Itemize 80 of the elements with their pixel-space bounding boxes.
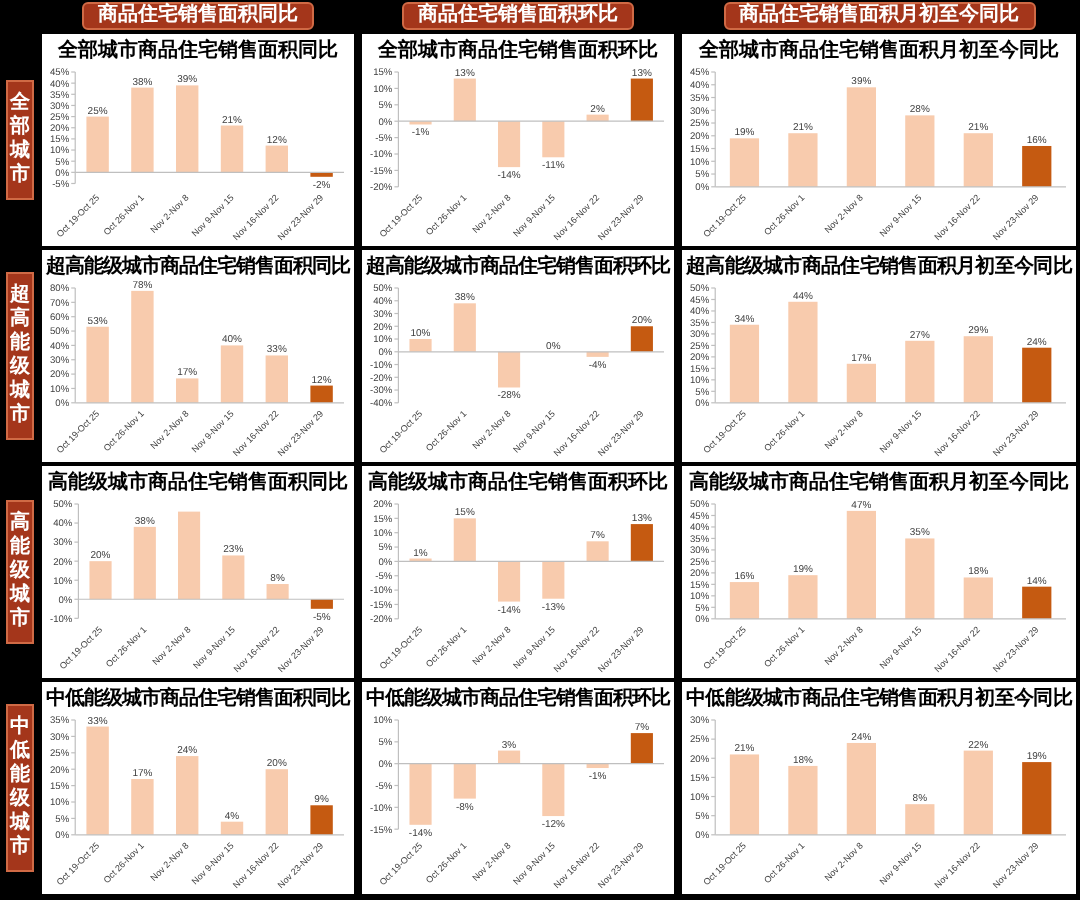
bar	[265, 769, 288, 835]
bar	[788, 133, 818, 187]
bar	[498, 750, 521, 764]
bar	[220, 125, 244, 173]
bar	[265, 145, 288, 173]
bar	[453, 518, 476, 562]
bar	[498, 561, 521, 602]
bar	[963, 133, 993, 187]
bar	[1022, 762, 1052, 835]
bar	[453, 78, 476, 122]
bar	[963, 336, 993, 403]
bar	[453, 763, 476, 799]
bar	[905, 115, 935, 187]
bar	[265, 355, 288, 403]
bar	[542, 561, 565, 599]
chart-title: 中低能级城市商品住宅销售面积月初至今同比	[685, 686, 1073, 710]
bar	[133, 526, 156, 600]
bar	[788, 575, 818, 619]
bar	[222, 555, 245, 600]
bar	[846, 510, 876, 619]
bar	[963, 577, 993, 619]
chart-title: 高能级城市商品住宅销售面积同比	[48, 470, 348, 494]
bar	[266, 584, 289, 600]
chart-title: 高能级城市商品住宅销售面积月初至今同比	[689, 470, 1069, 494]
bar	[220, 821, 244, 835]
bar	[310, 385, 333, 403]
bar	[846, 363, 876, 403]
bar	[586, 763, 609, 769]
bar	[498, 351, 521, 388]
bar	[310, 805, 333, 835]
bar	[131, 779, 154, 835]
chart-title: 中低能级城市商品住宅销售面积环比	[366, 686, 671, 710]
bar	[963, 750, 993, 835]
bar	[630, 524, 653, 562]
bar	[1022, 347, 1052, 403]
bar	[630, 326, 653, 352]
bar	[905, 340, 935, 403]
bar	[1022, 145, 1052, 187]
bar	[586, 351, 609, 357]
bar	[220, 345, 244, 403]
chart-title: 全部城市商品住宅销售面积环比	[376, 38, 658, 62]
bar	[409, 339, 432, 352]
bar	[630, 78, 653, 122]
bar	[542, 763, 565, 817]
bar	[86, 326, 109, 403]
chart-title: 中低能级城市商品住宅销售面积同比	[46, 686, 351, 710]
bar	[86, 116, 109, 173]
bar	[86, 726, 109, 835]
bar	[905, 538, 935, 619]
bar	[89, 561, 112, 600]
bar	[542, 121, 565, 158]
bar	[846, 87, 876, 187]
bar	[586, 541, 609, 562]
bar	[905, 804, 935, 835]
bar	[176, 85, 199, 173]
bar	[310, 599, 333, 609]
chart-title: 高能级城市商品住宅销售面积环比	[368, 470, 668, 494]
bar	[729, 754, 760, 835]
bar	[176, 756, 199, 835]
bar	[1022, 586, 1052, 619]
bar	[729, 324, 760, 403]
chart-title: 超高能级城市商品住宅销售面积环比	[364, 254, 671, 278]
chart-title: 超高能级城市商品住宅销售面积同比	[44, 254, 351, 278]
chart-title: 全部城市商品住宅销售面积月初至今同比	[697, 38, 1059, 62]
bar	[131, 87, 154, 173]
bar	[498, 121, 521, 168]
chart-title: 全部城市商品住宅销售面积同比	[56, 38, 338, 62]
bar	[178, 511, 201, 600]
bar	[846, 742, 876, 835]
bar	[630, 733, 653, 764]
bar	[131, 290, 154, 403]
bar	[729, 582, 760, 619]
bar	[586, 114, 609, 122]
bar	[453, 303, 476, 352]
bar	[729, 138, 760, 187]
chart-title: 超高能级城市商品住宅销售面积月初至今同比	[683, 254, 1073, 278]
bar	[788, 301, 818, 403]
bar	[176, 378, 199, 403]
bar	[788, 765, 818, 835]
bar	[409, 763, 432, 825]
